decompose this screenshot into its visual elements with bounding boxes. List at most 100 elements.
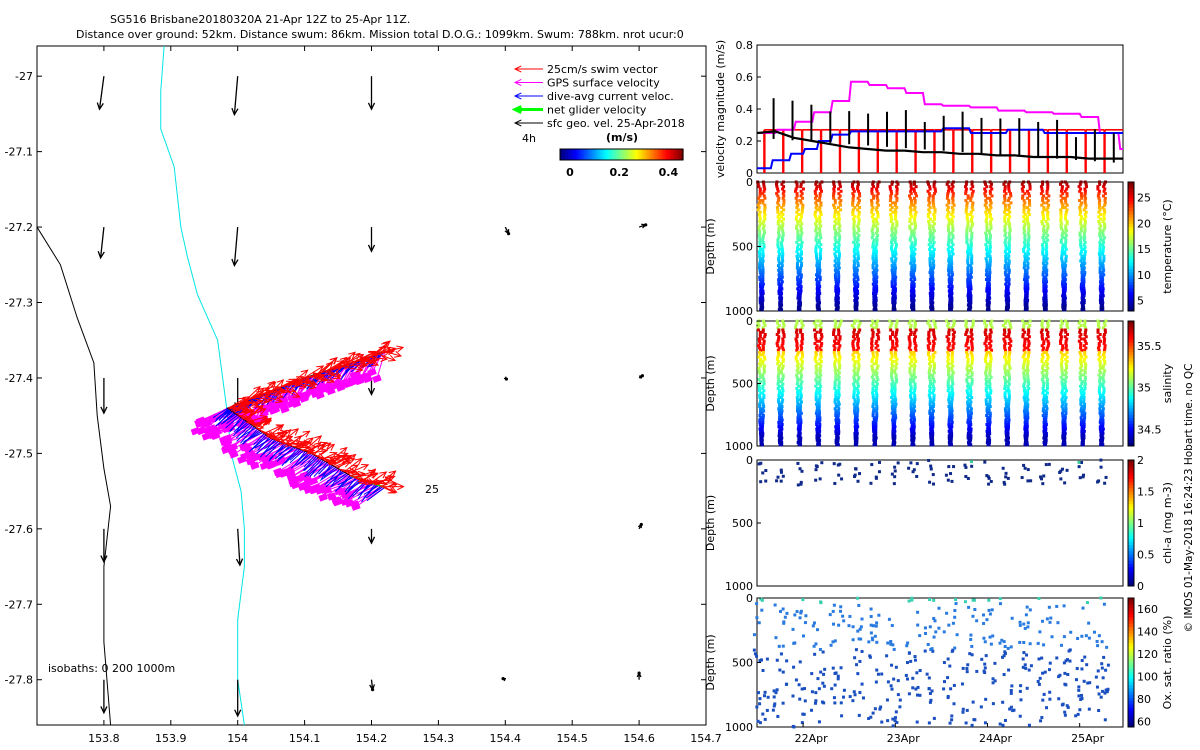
- profile-point: [818, 192, 822, 196]
- profile-point: [1023, 264, 1027, 268]
- profile-point: [871, 321, 875, 325]
- arrow-head: [348, 453, 357, 462]
- gps-velocity-head: [303, 476, 313, 485]
- profile-point: [875, 396, 879, 399]
- profile-point: [876, 344, 880, 348]
- profile-point: [890, 382, 894, 386]
- profile-point: [947, 264, 951, 268]
- profile-point: [891, 402, 895, 406]
- profile-point: [871, 245, 875, 249]
- profile-point: [931, 278, 935, 282]
- profile-point: [950, 420, 954, 424]
- profile-point: [931, 373, 935, 377]
- profile-point: [893, 411, 897, 415]
- profile-point: [1102, 254, 1106, 258]
- profile-point: [965, 238, 969, 242]
- profile-point: [1023, 254, 1027, 258]
- profile-point: [947, 405, 951, 408]
- profile-point: [761, 384, 765, 388]
- profile-point: [819, 344, 823, 348]
- profile-point: [927, 222, 931, 226]
- profile-point: [876, 348, 880, 352]
- profile-point: [985, 252, 989, 256]
- profile-point: [970, 215, 974, 219]
- profile-point: [777, 308, 781, 312]
- profile-point: [759, 308, 763, 312]
- profile-point: [872, 416, 876, 420]
- profile-point: [909, 229, 913, 233]
- arrow-shaft: [283, 385, 296, 392]
- profile-point: [928, 233, 932, 237]
- profile-point: [947, 266, 951, 270]
- temperature-colorbar-tick-label: 10: [1137, 269, 1151, 282]
- profile-point: [815, 423, 819, 426]
- profile-point: [761, 328, 765, 332]
- profile-point: [1006, 275, 1010, 279]
- profile-point: [797, 284, 801, 288]
- profile-point: [850, 324, 854, 327]
- profile-point: [932, 264, 936, 268]
- profile-point: [932, 393, 936, 397]
- profile-point: [820, 180, 824, 184]
- profile-point: [929, 301, 933, 305]
- profile-point: [969, 369, 973, 372]
- swim-vector: [303, 435, 323, 452]
- profile-point: [966, 400, 970, 404]
- profile-point: [815, 180, 819, 184]
- profile-point: [1101, 231, 1105, 235]
- profile-point: [1027, 194, 1031, 198]
- profile-point: [948, 432, 952, 435]
- profile-point: [1061, 305, 1065, 309]
- profile-point: [836, 301, 840, 305]
- profile-point: [818, 339, 822, 343]
- swim-vector: [312, 442, 332, 455]
- profile-point: [1040, 189, 1044, 193]
- profile-point: [912, 182, 916, 186]
- profile-point: [1083, 219, 1087, 223]
- profile-point: [932, 402, 936, 406]
- profile-point: [853, 291, 857, 295]
- temperature-profile-points: [756, 180, 1108, 312]
- profile-point: [891, 393, 895, 397]
- profile-point: [818, 261, 822, 265]
- profile-point: [758, 432, 762, 435]
- profile-point: [1079, 219, 1083, 223]
- profile-point: [795, 254, 799, 258]
- profile-point: [877, 337, 881, 341]
- velocity-ytick-label: 0: [746, 167, 753, 180]
- profile-point: [835, 423, 839, 426]
- profile-point: [988, 231, 992, 235]
- profile-point: [798, 429, 802, 433]
- profile-point: [1022, 240, 1026, 244]
- profile-point: [1061, 192, 1065, 196]
- profile-point: [763, 196, 767, 200]
- profile-point: [891, 416, 895, 420]
- profile-point: [818, 271, 822, 275]
- profile-point: [947, 429, 951, 433]
- profile-point: [893, 369, 897, 372]
- profile-point: [1101, 284, 1105, 288]
- profile-point: [989, 357, 993, 361]
- profile-point: [817, 245, 821, 249]
- profile-point: [891, 380, 895, 384]
- profile-point: [891, 231, 895, 235]
- profile-point: [1022, 250, 1026, 254]
- profile-point: [1101, 289, 1105, 293]
- profile-point: [1082, 208, 1086, 212]
- profile-point: [893, 284, 897, 288]
- profile-point: [852, 240, 856, 244]
- gps-velocity-head: [322, 486, 333, 495]
- profile-point: [799, 364, 803, 368]
- profile-point: [780, 296, 784, 300]
- temperature-colorbar-cell: [1128, 256, 1134, 260]
- legend-colorbar-cell: [585, 149, 589, 160]
- profile-point: [793, 189, 797, 193]
- profile-point: [909, 201, 913, 205]
- profile-point: [871, 353, 875, 357]
- profile-point: [818, 257, 822, 261]
- profile-point: [875, 196, 879, 200]
- legend-colorbar-cell: [679, 149, 682, 160]
- profile-point: [872, 224, 876, 228]
- profile-point: [853, 280, 857, 284]
- profile-point: [855, 423, 859, 426]
